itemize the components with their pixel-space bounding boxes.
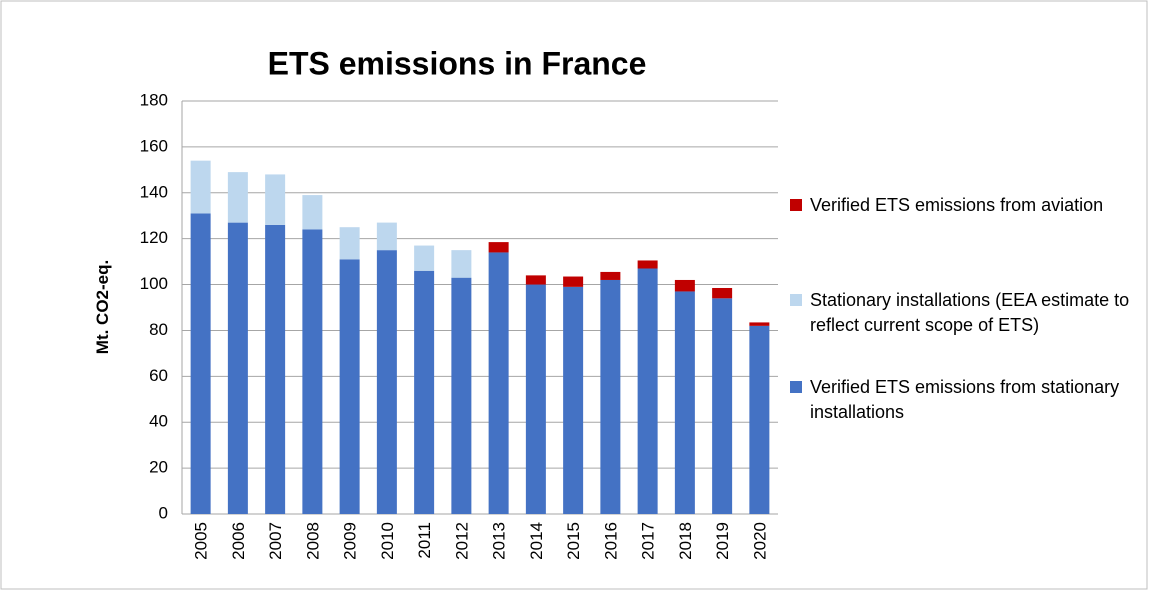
bar-segment	[414, 245, 435, 271]
y-tick-label: 120	[140, 228, 168, 247]
x-tick-label: 2014	[527, 522, 546, 560]
y-tick-label: 0	[159, 503, 168, 522]
legend-swatch	[790, 381, 802, 393]
bar-segment	[600, 279, 621, 514]
y-tick-label: 180	[140, 90, 168, 109]
x-tick-label: 2012	[452, 522, 471, 560]
bar-segment	[227, 172, 248, 223]
chart-title: ETS emissions in France	[268, 45, 647, 81]
bar-segment	[637, 268, 658, 514]
bar-segment	[525, 275, 546, 285]
bar-segment	[712, 287, 733, 299]
bar-segment	[488, 252, 509, 514]
bar-segment	[525, 284, 546, 514]
x-tick-label: 2007	[266, 522, 285, 560]
bar-segment	[376, 250, 397, 514]
bar-segment	[488, 242, 509, 253]
bar-segment	[674, 291, 695, 514]
y-tick-label: 160	[140, 136, 168, 155]
legend-label: Verified ETS emissions from aviation	[810, 195, 1104, 215]
x-tick-label: 2015	[564, 522, 583, 560]
legend-label: Verified ETS emissions from stationary i…	[810, 377, 1120, 422]
bar-segment	[563, 286, 584, 514]
x-tick-label: 2006	[229, 522, 248, 560]
bar-segment	[600, 271, 621, 280]
x-tick-label: 2020	[750, 522, 769, 560]
bar-segment	[376, 222, 397, 251]
bar-segment	[339, 227, 360, 260]
bar-segment	[674, 279, 695, 292]
y-tick-label: 60	[149, 366, 168, 385]
bar-segment	[637, 260, 658, 269]
x-tick-label: 2018	[676, 522, 695, 560]
bar-segment	[190, 213, 211, 514]
x-tick-label: 2019	[713, 522, 732, 560]
bar-segment	[712, 298, 733, 514]
y-tick-label: 40	[149, 412, 168, 431]
legend-item: Stationary installations (EEA estimate t…	[790, 288, 1140, 338]
x-tick-label: 2009	[341, 522, 360, 560]
y-axis-label: Mt. CO2-eq.	[93, 260, 112, 354]
bar-segment	[265, 224, 286, 514]
bar-segment	[749, 325, 770, 514]
x-tick-label: 2017	[639, 522, 658, 560]
x-tick-label: 2016	[601, 522, 620, 560]
y-tick-label: 140	[140, 182, 168, 201]
bar-segment	[339, 259, 360, 514]
legend-item: Verified ETS emissions from stationary i…	[790, 375, 1140, 425]
bar-segment	[302, 195, 323, 230]
x-tick-label: 2013	[490, 522, 509, 560]
legend-item: Verified ETS emissions from aviation	[790, 193, 1140, 218]
legend-swatch	[790, 294, 802, 306]
bar-segment	[302, 229, 323, 514]
x-tick-label: 2011	[415, 522, 434, 559]
bar-segment	[749, 322, 770, 326]
bar-segment	[414, 270, 435, 514]
bar-segment	[451, 277, 472, 514]
bar-segment	[265, 174, 286, 225]
bar-segment	[190, 160, 211, 214]
bar-segment	[563, 276, 584, 287]
x-tick-label: 2005	[192, 522, 211, 560]
y-tick-label: 80	[149, 320, 168, 339]
x-tick-label: 2008	[303, 522, 322, 560]
bar-segment	[227, 222, 248, 514]
bar-segment	[451, 250, 472, 278]
legend-label: Stationary installations (EEA estimate t…	[810, 290, 1130, 335]
y-tick-label: 100	[140, 274, 168, 293]
legend-swatch	[790, 199, 802, 211]
y-tick-label: 20	[149, 458, 168, 477]
x-tick-label: 2010	[378, 522, 397, 560]
